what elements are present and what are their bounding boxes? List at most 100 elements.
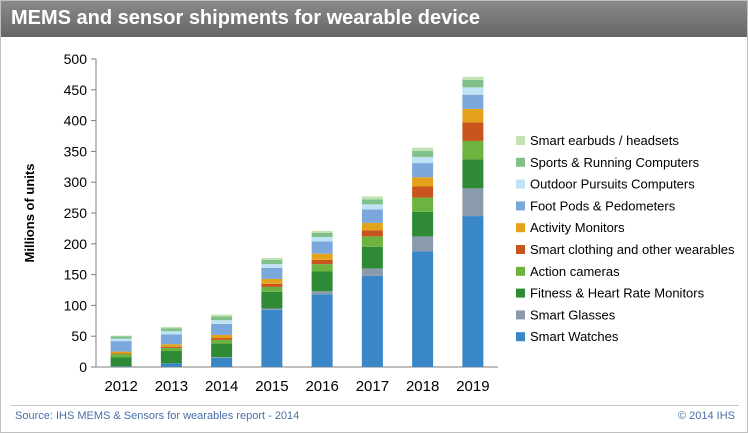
bar-segment (361, 199, 383, 205)
y-tick-label: 150 (64, 267, 88, 283)
x-tick-label: 2012 (104, 378, 137, 395)
legend-swatch (516, 179, 525, 189)
bar-segment (261, 257, 283, 260)
bar-segment (361, 196, 383, 200)
bar-segment (462, 94, 484, 109)
bar-segment (110, 338, 132, 342)
bar-segment (311, 271, 333, 292)
bar-segment (261, 278, 283, 284)
legend-label: Foot Pods & Pedometers (530, 198, 676, 213)
bar-segment (160, 334, 182, 345)
y-tick-label: 200 (64, 236, 88, 252)
bar-segment (261, 259, 283, 265)
bar-segment (211, 339, 233, 344)
bar-segment (211, 357, 233, 358)
bar-segment (311, 232, 333, 238)
x-tick-label: 2018 (406, 378, 439, 395)
bar-segment (211, 314, 233, 317)
y-axis-label: Millions of units (22, 164, 37, 263)
bar-segment (412, 147, 434, 151)
bar-segment (311, 291, 333, 295)
bar-segment (462, 87, 484, 95)
bar-segment (361, 204, 383, 210)
y-tick-label: 500 (64, 51, 88, 67)
bar-segment (160, 350, 182, 364)
bar-segment (110, 357, 132, 367)
legend-label: Smart earbuds / headsets (530, 133, 679, 148)
bar-segment (311, 253, 333, 260)
bar-segment (311, 294, 333, 367)
y-tick-label: 0 (79, 359, 87, 375)
bar-segment (160, 328, 182, 332)
bar-segment (110, 353, 132, 355)
x-tick-label: 2013 (155, 378, 188, 395)
legend-swatch (516, 310, 525, 320)
bar-segment (462, 76, 484, 80)
bar-segment (412, 211, 434, 237)
copyright-note: © 2014 IHS (677, 410, 735, 422)
bar-segment (110, 335, 132, 337)
bar-segment (160, 326, 182, 329)
bar-segment (160, 346, 182, 348)
bar-segment (261, 283, 283, 287)
x-tick-label: 2016 (305, 378, 338, 395)
legend-label: Smart Watches (530, 329, 619, 344)
legend-label: Sports & Running Computers (530, 155, 700, 170)
bar-segment (311, 241, 333, 254)
bar-segment (261, 286, 283, 292)
bar-segment (361, 236, 383, 247)
bar-segment (261, 308, 283, 310)
bar-segment (160, 344, 182, 347)
bar-segment (211, 323, 233, 335)
source-note: Source: IHS MEMS & Sensors for wearables… (15, 410, 300, 422)
x-tick-label: 2017 (356, 378, 389, 395)
bar-segment (211, 320, 233, 324)
bar-segment (462, 188, 484, 217)
y-tick-label: 300 (64, 174, 88, 190)
legend-label: Smart Glasses (530, 307, 616, 322)
bar-segment (110, 354, 132, 358)
legend-swatch (516, 288, 525, 298)
bar-segment (211, 338, 233, 340)
bar-segment (110, 341, 132, 352)
bar-segment (361, 230, 383, 237)
stacked-bar-chart: 0 50 100 150 200 250 300 350 400 450 500 Millions o… (22, 51, 735, 395)
bar-segment (311, 237, 333, 242)
bar-segment (261, 264, 283, 268)
bar-segment (462, 108, 484, 123)
bar-segment (462, 79, 484, 88)
y-tick-label: 250 (64, 205, 88, 221)
legend-label: Outdoor Pursuits Computers (530, 177, 695, 192)
bar-segment (462, 122, 484, 141)
chart-title: MEMS and sensor shipments for wearable d… (11, 7, 481, 29)
bar-segment (412, 177, 434, 187)
y-tick-label: 450 (64, 82, 88, 98)
bar-segment (412, 163, 434, 178)
bar-segment (261, 291, 283, 309)
title-bar: MEMS and sensor shipments for wearable d… (1, 1, 747, 37)
bar-segment (462, 159, 484, 189)
y-tick-label: 50 (71, 328, 87, 344)
legend-label: Smart clothing and other wearables (530, 242, 735, 257)
bar-segment (412, 186, 434, 198)
bar-segment (160, 363, 182, 367)
bar-segment (361, 268, 383, 276)
bar-segment (412, 251, 434, 367)
legend-swatch (516, 245, 525, 254)
bar-segment (211, 334, 233, 339)
bar-segment (211, 316, 233, 321)
bar-segment (412, 236, 434, 252)
bar-segment (311, 230, 333, 233)
legend-label: Fitness & Heart Rate Monitors (530, 286, 705, 301)
bar-segment (361, 246, 383, 269)
bar-segment (110, 351, 132, 354)
x-tick-label: 2019 (456, 378, 489, 395)
y-tick-label: 100 (64, 297, 88, 313)
legend-swatch (516, 136, 525, 145)
legend-swatch (516, 157, 525, 167)
bar-segment (160, 331, 182, 335)
x-tick-label: 2015 (255, 378, 288, 395)
legend-label: Action cameras (530, 264, 620, 279)
bar-segment (361, 209, 383, 223)
